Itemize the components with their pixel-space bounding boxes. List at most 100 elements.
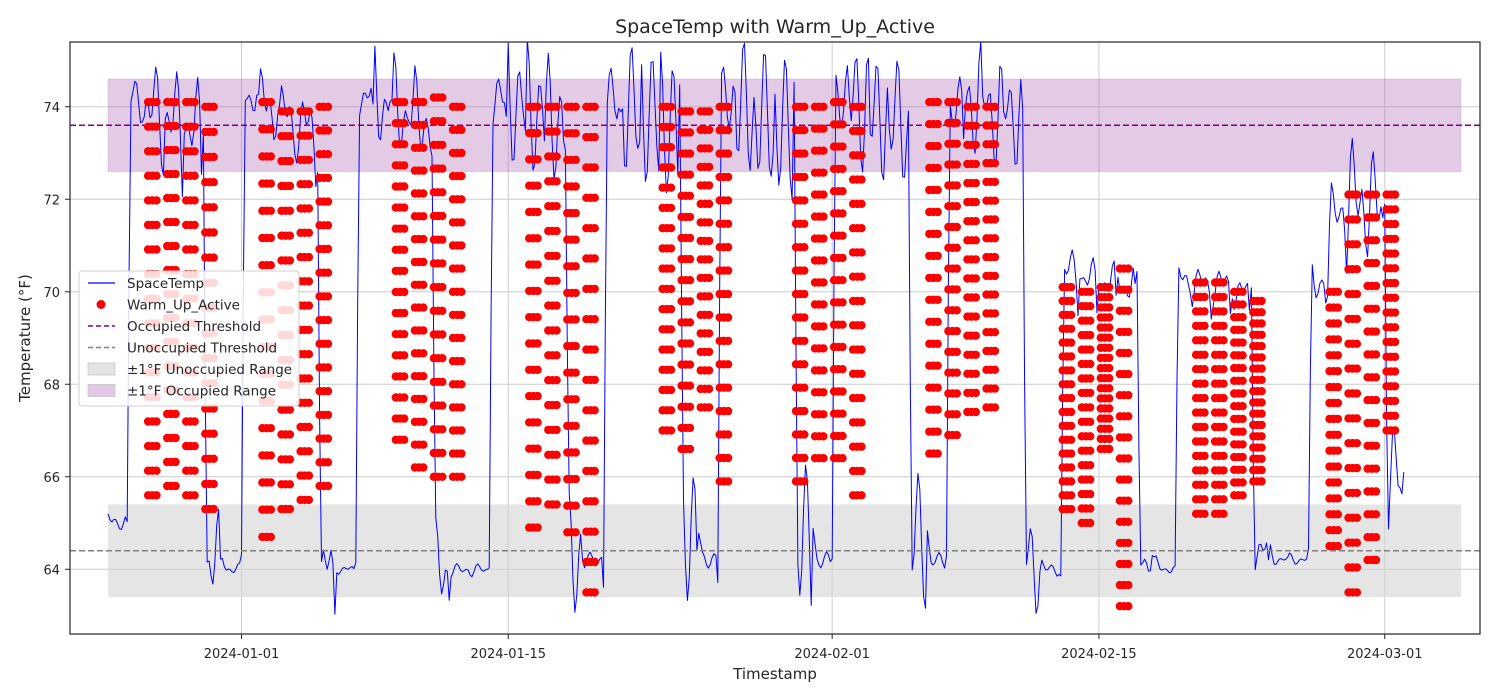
warm-up-point [704, 107, 714, 116]
warm-up-point [685, 149, 695, 158]
warm-up-point [266, 451, 275, 460]
warm-up-point [285, 256, 295, 265]
warm-up-point [838, 187, 847, 196]
warm-up-point [933, 361, 942, 370]
warm-up-point [438, 377, 447, 387]
warm-up-point [190, 147, 199, 156]
warm-up-point [552, 475, 561, 484]
warm-up-point [1333, 526, 1343, 535]
warm-up-point [990, 384, 1000, 393]
warm-up-point [1200, 321, 1209, 331]
warm-up-point [1352, 339, 1362, 348]
warm-up-point [838, 431, 847, 441]
warm-up-point [933, 163, 942, 173]
warm-up-point [1219, 509, 1228, 518]
warm-up-point [304, 228, 314, 237]
warm-up-point [704, 144, 714, 153]
warm-up-point [1219, 466, 1228, 475]
warm-up-point [590, 163, 599, 172]
warm-up-point [723, 289, 733, 299]
warm-up-point [990, 234, 1000, 243]
warm-up-point [1371, 350, 1381, 359]
warm-up-point [1390, 249, 1400, 258]
warm-up-point [1352, 488, 1362, 498]
warm-up-point [838, 209, 847, 218]
warm-up-point [533, 313, 542, 322]
warm-up-point [152, 491, 161, 500]
warm-up-point [1086, 359, 1095, 369]
warm-up-point [952, 97, 961, 107]
warm-up-point [1371, 190, 1381, 199]
warm-up-point [457, 218, 466, 227]
warm-up-point [971, 178, 980, 188]
warm-up-point [1390, 367, 1400, 376]
warm-up-point [1066, 393, 1076, 403]
warm-up-point [552, 400, 561, 410]
warm-up-point [419, 97, 428, 107]
warm-up-point [438, 448, 447, 458]
warm-up-point [1105, 363, 1114, 373]
y-axis-ticks: 64 66 68 70 72 74 [43, 101, 70, 578]
legend-swatch-warm-up-active [96, 300, 106, 309]
warm-up-point [571, 501, 580, 510]
warm-up-point [438, 259, 447, 268]
warm-up-point [1352, 439, 1362, 448]
warm-up-point [1257, 364, 1266, 373]
warm-up-point [666, 203, 676, 213]
warm-up-point [266, 505, 275, 514]
warm-up-point [800, 406, 809, 416]
warm-up-point [304, 180, 314, 189]
warm-up-point [152, 97, 161, 107]
warm-up-point [1352, 389, 1362, 398]
warm-up-point [533, 339, 542, 348]
warm-up-point [952, 368, 961, 377]
warm-up-point [952, 222, 961, 232]
warm-up-point [1257, 353, 1266, 362]
warm-up-point [838, 231, 847, 240]
warm-up-point [590, 466, 599, 476]
warm-up-point [419, 120, 428, 130]
warm-up-point [590, 406, 599, 415]
warm-up-point [1219, 437, 1228, 446]
warm-up-point [1257, 387, 1266, 396]
warm-up-point [1124, 517, 1133, 526]
warm-up-point [666, 163, 676, 172]
y-tick-label: 68 [43, 378, 60, 393]
warm-up-point [285, 132, 295, 141]
warm-up-point [419, 372, 428, 381]
warm-up-point [1200, 408, 1209, 417]
warm-up-point [819, 190, 828, 199]
legend-label-f-unoccupied-range: ±1°F Unoccupied Range [127, 362, 292, 378]
warm-up-point [1333, 319, 1343, 328]
x-tick-label: 2024-01-01 [204, 647, 280, 662]
warm-up-point [933, 185, 942, 195]
warm-up-point [1238, 351, 1247, 360]
warm-up-point [571, 262, 580, 271]
warm-up-point [1124, 602, 1133, 611]
warm-up-point [1200, 480, 1209, 489]
warm-up-point [1333, 303, 1343, 312]
warm-up-point [819, 410, 828, 419]
warm-up-point [1333, 335, 1343, 344]
warm-up-point [1390, 396, 1400, 406]
warm-up-point [590, 345, 599, 354]
warm-up-point [571, 341, 580, 351]
warm-up-point [590, 132, 599, 142]
warm-up-point [1390, 293, 1400, 302]
plot-area [69, 41, 1481, 635]
warm-up-point [1066, 282, 1076, 292]
warm-up-point [1066, 463, 1076, 472]
warm-up-point [1124, 559, 1133, 569]
warm-up-point [457, 449, 466, 458]
warm-up-point [1257, 443, 1266, 452]
warm-up-point [552, 152, 561, 161]
warm-up-point [1086, 417, 1095, 426]
warm-up-point [1124, 285, 1133, 294]
x-tick-label: 2024-02-15 [1061, 647, 1137, 662]
warm-up-point [857, 199, 866, 209]
warm-up-point [152, 220, 161, 230]
warm-up-point [400, 182, 409, 191]
warm-up-point [800, 243, 809, 252]
warm-up-point [1257, 341, 1266, 351]
warm-up-point [952, 139, 961, 148]
